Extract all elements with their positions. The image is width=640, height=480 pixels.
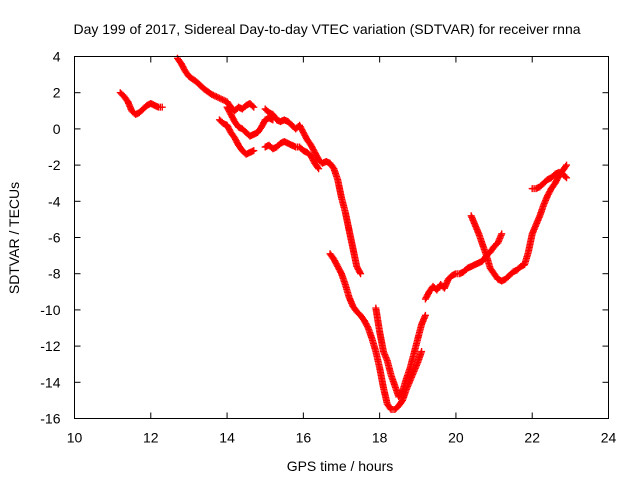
x-tick-label: 14	[219, 430, 235, 446]
x-tick-label: 20	[448, 430, 464, 446]
data-point	[250, 103, 258, 111]
data-point	[357, 270, 365, 278]
y-tick-label: -10	[40, 302, 60, 318]
data-point	[421, 311, 429, 319]
data-point	[209, 91, 217, 99]
data-point	[250, 147, 258, 155]
y-tick-label: -4	[48, 193, 61, 209]
y-tick-label: -12	[40, 338, 60, 354]
y-tick-label: 0	[53, 121, 61, 137]
y-tick-label: -8	[48, 266, 61, 282]
data-point	[217, 95, 225, 103]
y-tick-label: -16	[40, 411, 60, 427]
x-tick-label: 18	[372, 430, 388, 446]
data-point	[218, 96, 226, 104]
y-tick-label: -6	[48, 230, 61, 246]
data-point	[498, 230, 506, 238]
y-tick-label: 2	[53, 85, 61, 101]
data-point	[211, 92, 219, 100]
data-point	[249, 102, 256, 110]
x-tick-label: 16	[296, 430, 312, 446]
data-point	[215, 94, 223, 102]
data-point	[314, 163, 322, 171]
data-point	[562, 162, 570, 170]
data-points	[116, 54, 571, 413]
data-point	[208, 91, 216, 99]
data-point	[356, 268, 364, 276]
y-tick-label: -2	[48, 157, 61, 173]
data-point	[315, 165, 323, 173]
x-tick-label: 10	[67, 430, 83, 446]
y-tick-label: 4	[53, 49, 61, 65]
y-axis-label: SDTVAR / TECUs	[6, 182, 22, 294]
data-point	[212, 93, 220, 101]
data-point	[418, 348, 426, 356]
data-point	[563, 161, 571, 169]
chart-title: Day 199 of 2017, Sidereal Day-to-day VTE…	[73, 21, 580, 37]
x-axis-label: GPS time / hours	[287, 458, 394, 474]
data-point	[214, 93, 222, 101]
data-point	[563, 174, 571, 182]
y-tick-label: -14	[40, 374, 60, 390]
x-tick-label: 22	[524, 430, 540, 446]
x-tick-label: 24	[601, 430, 617, 446]
data-point	[158, 103, 166, 111]
x-tick-label: 12	[143, 430, 159, 446]
data-point	[220, 96, 228, 104]
plot-frame	[74, 56, 609, 419]
data-point	[561, 173, 569, 181]
